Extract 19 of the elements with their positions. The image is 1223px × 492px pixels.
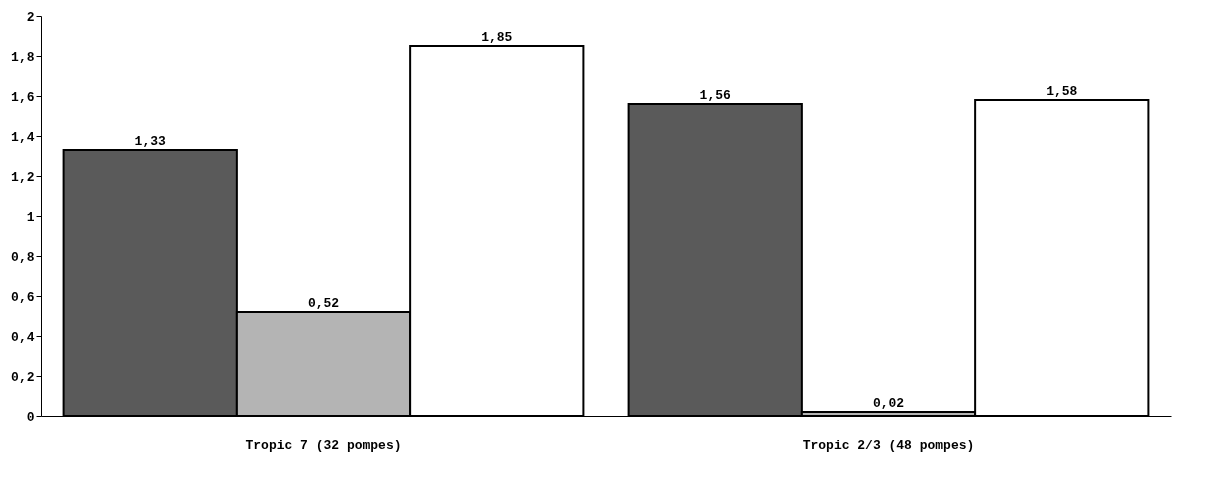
y-tick-label: 1,4 <box>11 129 35 145</box>
y-tick-label: 1,8 <box>11 49 35 65</box>
data-label: 1,58 <box>1046 84 1078 99</box>
y-tick-label: 0 <box>26 409 35 425</box>
data-label: 1,85 <box>481 30 513 45</box>
data-label: 1,33 <box>134 134 167 149</box>
y-tick-label: 0,6 <box>11 289 35 305</box>
y-tick-label: 0,4 <box>11 329 35 345</box>
data-label: 0,02 <box>872 396 905 411</box>
y-tick-label: 1,2 <box>11 169 35 185</box>
y-tick-label: 0,2 <box>11 369 35 385</box>
y-tick-label: 0,8 <box>11 249 35 265</box>
y-tick-label: 1,6 <box>11 89 35 105</box>
y-tick-label: 2 <box>26 9 35 25</box>
y-tick-label: 1 <box>26 209 35 225</box>
data-label: 1,56 <box>699 88 732 103</box>
data-label: 0,52 <box>307 296 340 311</box>
x-tick-label: Tropic 7 (32 pompes) <box>245 437 402 453</box>
x-tick-label: Tropic 2/3 (48 pompes) <box>802 437 975 453</box>
